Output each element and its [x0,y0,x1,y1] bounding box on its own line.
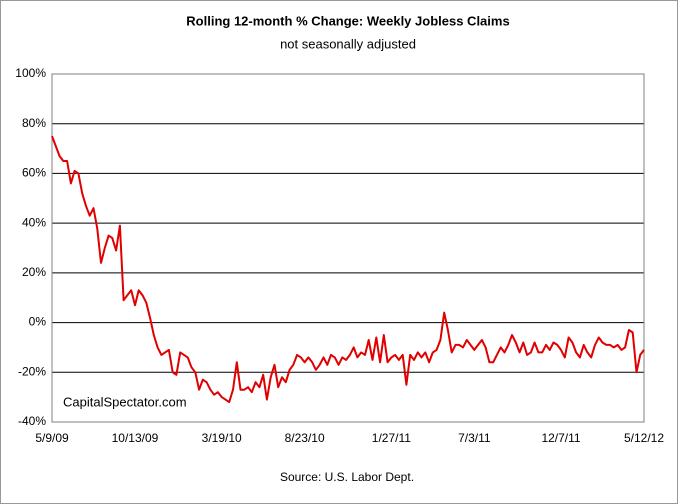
y-tick-label: 40% [22,215,46,229]
y-tick-label: 100% [15,66,46,80]
y-tick-label: -40% [18,414,46,428]
y-tick-label: 80% [22,116,46,130]
plot-area [51,73,645,423]
x-tick-label: 7/3/11 [458,431,491,445]
y-tick-label: 60% [22,166,46,180]
chart-subtitle: not seasonally adjusted [280,36,416,51]
x-tick-label: 5/9/09 [35,431,69,445]
chart-title: Rolling 12-month % Change: Weekly Jobles… [186,13,509,28]
x-tick-label: 12/7/11 [541,431,580,445]
x-tick-label: 5/12/12 [624,431,664,445]
x-tick-label: 10/13/09 [112,431,159,445]
y-tick-label: 20% [22,265,46,279]
watermark: CapitalSpectator.com [63,394,187,409]
x-tick-label: 8/23/10 [285,431,325,445]
source-note: Source: U.S. Labor Dept. [280,470,414,484]
y-tick-label: 0% [29,315,47,329]
x-tick-label: 1/27/11 [372,431,411,445]
x-tick-label: 3/19/10 [202,431,242,445]
data-line [51,135,645,404]
y-tick-label: -20% [18,364,46,378]
